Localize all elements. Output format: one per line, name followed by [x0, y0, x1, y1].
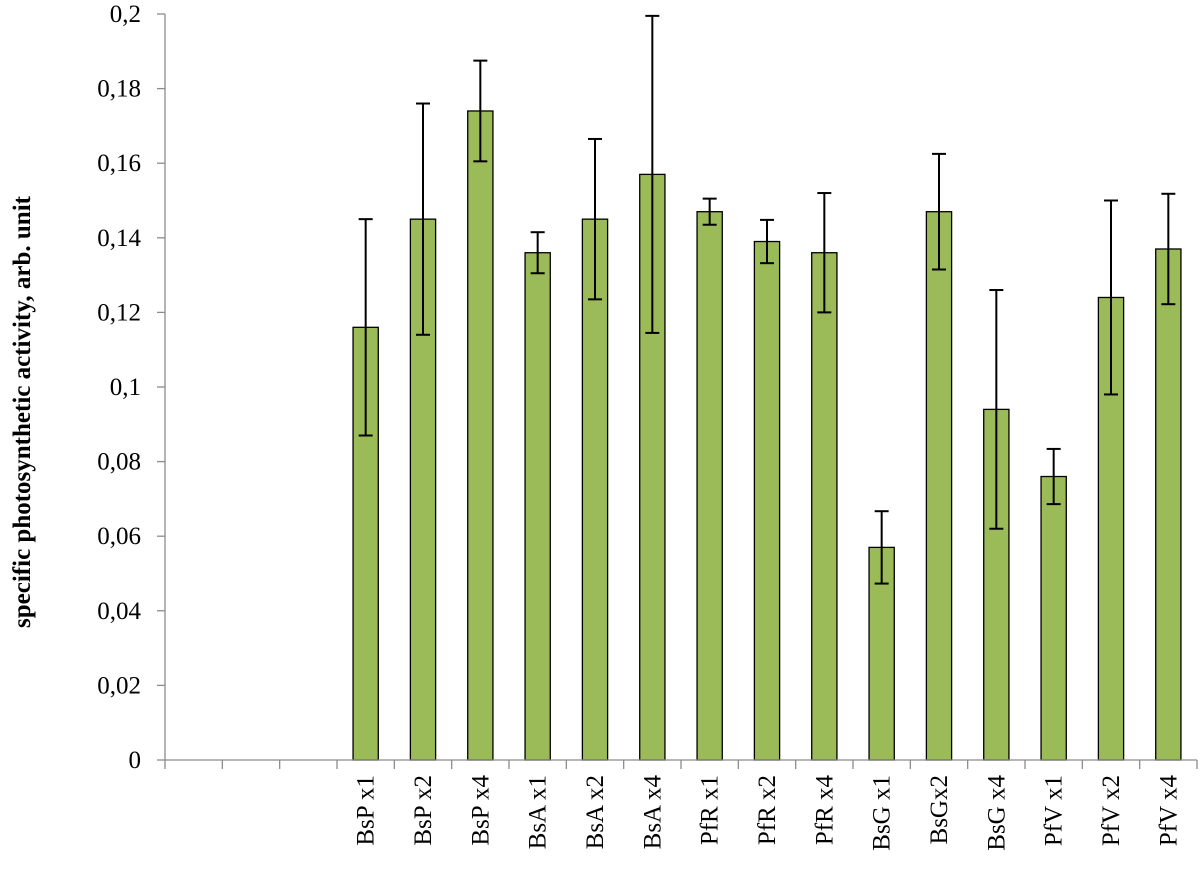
x-category-label: BsP x4 — [467, 775, 494, 846]
x-category-label: BsA x2 — [582, 775, 609, 849]
y-tick-label: 0,1 — [110, 374, 141, 401]
x-category-label: PfV x1 — [1041, 775, 1068, 846]
bar — [1155, 248, 1182, 761]
x-category-label: BsP x1 — [353, 775, 380, 846]
y-tick-label: 0,02 — [97, 672, 141, 699]
bar — [696, 211, 723, 761]
y-tick-label: 0,2 — [110, 1, 141, 28]
bar — [753, 240, 781, 761]
bars-layer — [352, 14, 1182, 761]
bar — [1040, 475, 1067, 761]
bar — [811, 252, 838, 761]
x-category-label: PfR x1 — [697, 775, 724, 845]
x-category-label: PfV x4 — [1155, 775, 1182, 847]
x-category-label: BsGx2 — [926, 775, 953, 844]
x-category-label: BsG x1 — [869, 775, 896, 851]
bar — [524, 252, 551, 761]
x-category-label: BsP x2 — [410, 775, 437, 846]
bar — [925, 211, 953, 761]
y-tick-label: 0,06 — [97, 523, 141, 550]
axes-layer — [157, 13, 1198, 769]
x-category-label: BsA x1 — [525, 775, 552, 849]
y-tick-label: 0,08 — [97, 449, 141, 476]
x-category-label: BsA x4 — [639, 775, 666, 850]
labels-layer: 0 0,02 0,04 0,06 0,08 0,1 0,12 0,14 0,16 0,18 0,2 B… — [97, 1, 1182, 851]
x-category-label: BsG x4 — [983, 775, 1010, 851]
x-category-label: PfV x2 — [1098, 775, 1125, 846]
bar — [467, 110, 494, 761]
y-tick-label: 0 — [129, 747, 142, 774]
y-tick-label: 0,18 — [97, 76, 141, 103]
x-category-label: PfR x4 — [811, 775, 838, 846]
y-tick-label: 0,14 — [97, 225, 141, 252]
y-tick-label: 0,16 — [97, 150, 141, 177]
y-tick-label: 0,04 — [97, 598, 141, 625]
x-category-label: PfR x2 — [754, 775, 781, 845]
y-axis-title: specific photosynthetic activity, arb. u… — [9, 195, 36, 628]
y-tick-label: 0,12 — [97, 299, 141, 326]
